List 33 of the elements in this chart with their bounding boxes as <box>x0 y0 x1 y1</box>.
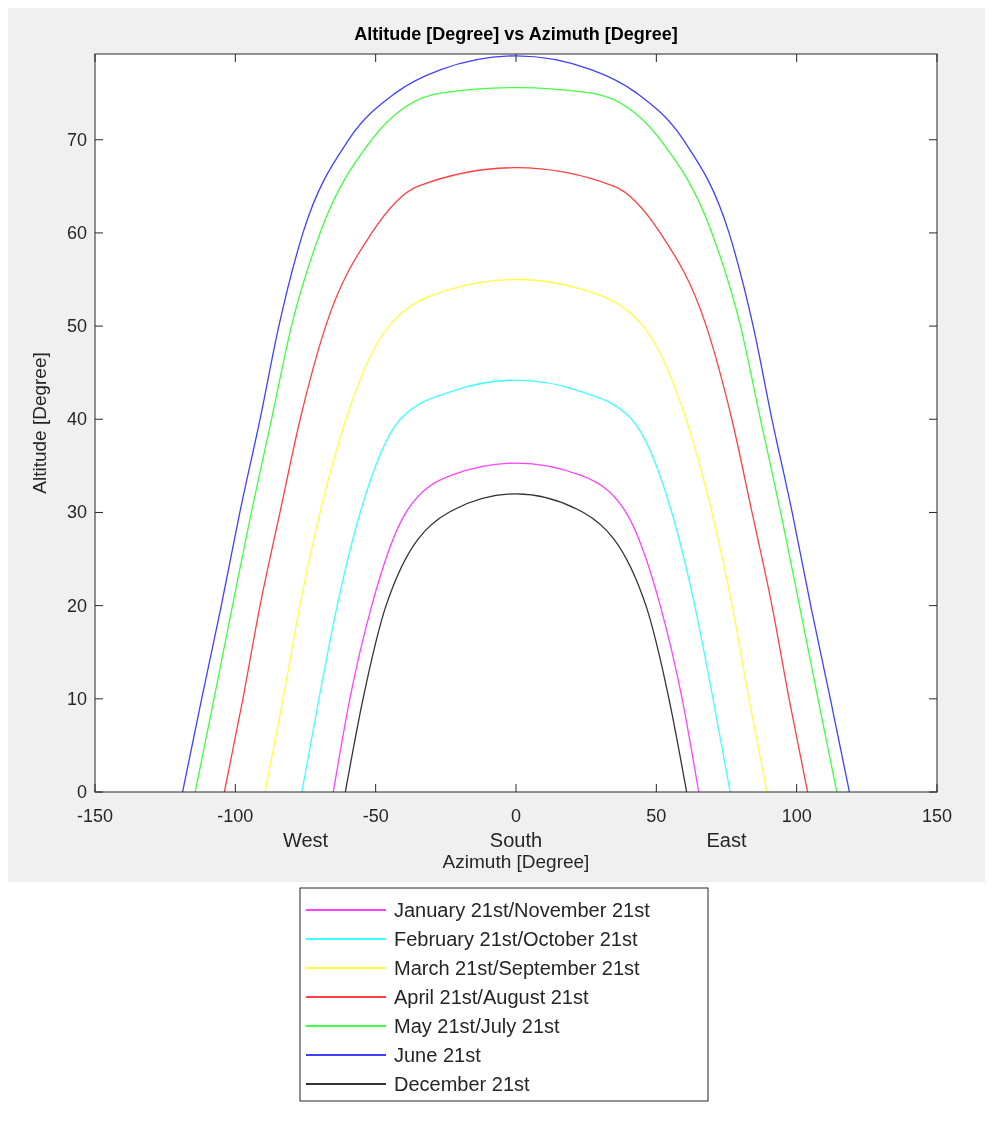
y-tick-label: 60 <box>66 222 87 243</box>
text: West <box>282 829 329 851</box>
chart-title: Altitude [Degree] vs Azimuth [Degree] <box>354 24 678 44</box>
y-tick-label: 50 <box>66 316 87 337</box>
y-tick-label: 20 <box>66 595 87 616</box>
legend-label: February 21st/October 21st <box>394 928 638 950</box>
text: East <box>706 829 747 851</box>
x-axis-title: Azimuth [Degree] <box>442 851 590 872</box>
y-tick-label: 30 <box>66 502 87 523</box>
x-tick-label: 100 <box>781 806 812 826</box>
y-tick-label: 10 <box>66 688 87 709</box>
x-tick-label: -50 <box>362 806 389 826</box>
legend-label: March 21st/September 21st <box>394 957 641 979</box>
line-series <box>223 167 809 792</box>
legend-label: December 21st <box>394 1073 531 1095</box>
x-tick-label: -150 <box>76 806 114 826</box>
legend-label: January 21st/November 21st <box>394 899 651 921</box>
legend-label: June 21st <box>394 1044 482 1066</box>
y-tick-label: 70 <box>66 129 87 150</box>
text: South <box>489 829 543 851</box>
line-series <box>332 462 700 792</box>
x-tick-label: 150 <box>921 806 953 826</box>
y-tick-label: 0 <box>76 782 87 802</box>
x-tick-label: 50 <box>646 806 667 826</box>
x-tick-label: -100 <box>217 806 254 826</box>
line-series <box>344 493 688 792</box>
line-series <box>264 278 768 792</box>
line-series <box>301 379 731 792</box>
x-tick-label: 0 <box>510 806 522 826</box>
legend-label: May 21st/July 21st <box>394 1015 561 1037</box>
legend-label: April 21st/August 21st <box>394 986 589 1008</box>
y-axis-title: Altitude [Degree] <box>29 352 50 494</box>
y-tick-label: 40 <box>66 409 87 430</box>
